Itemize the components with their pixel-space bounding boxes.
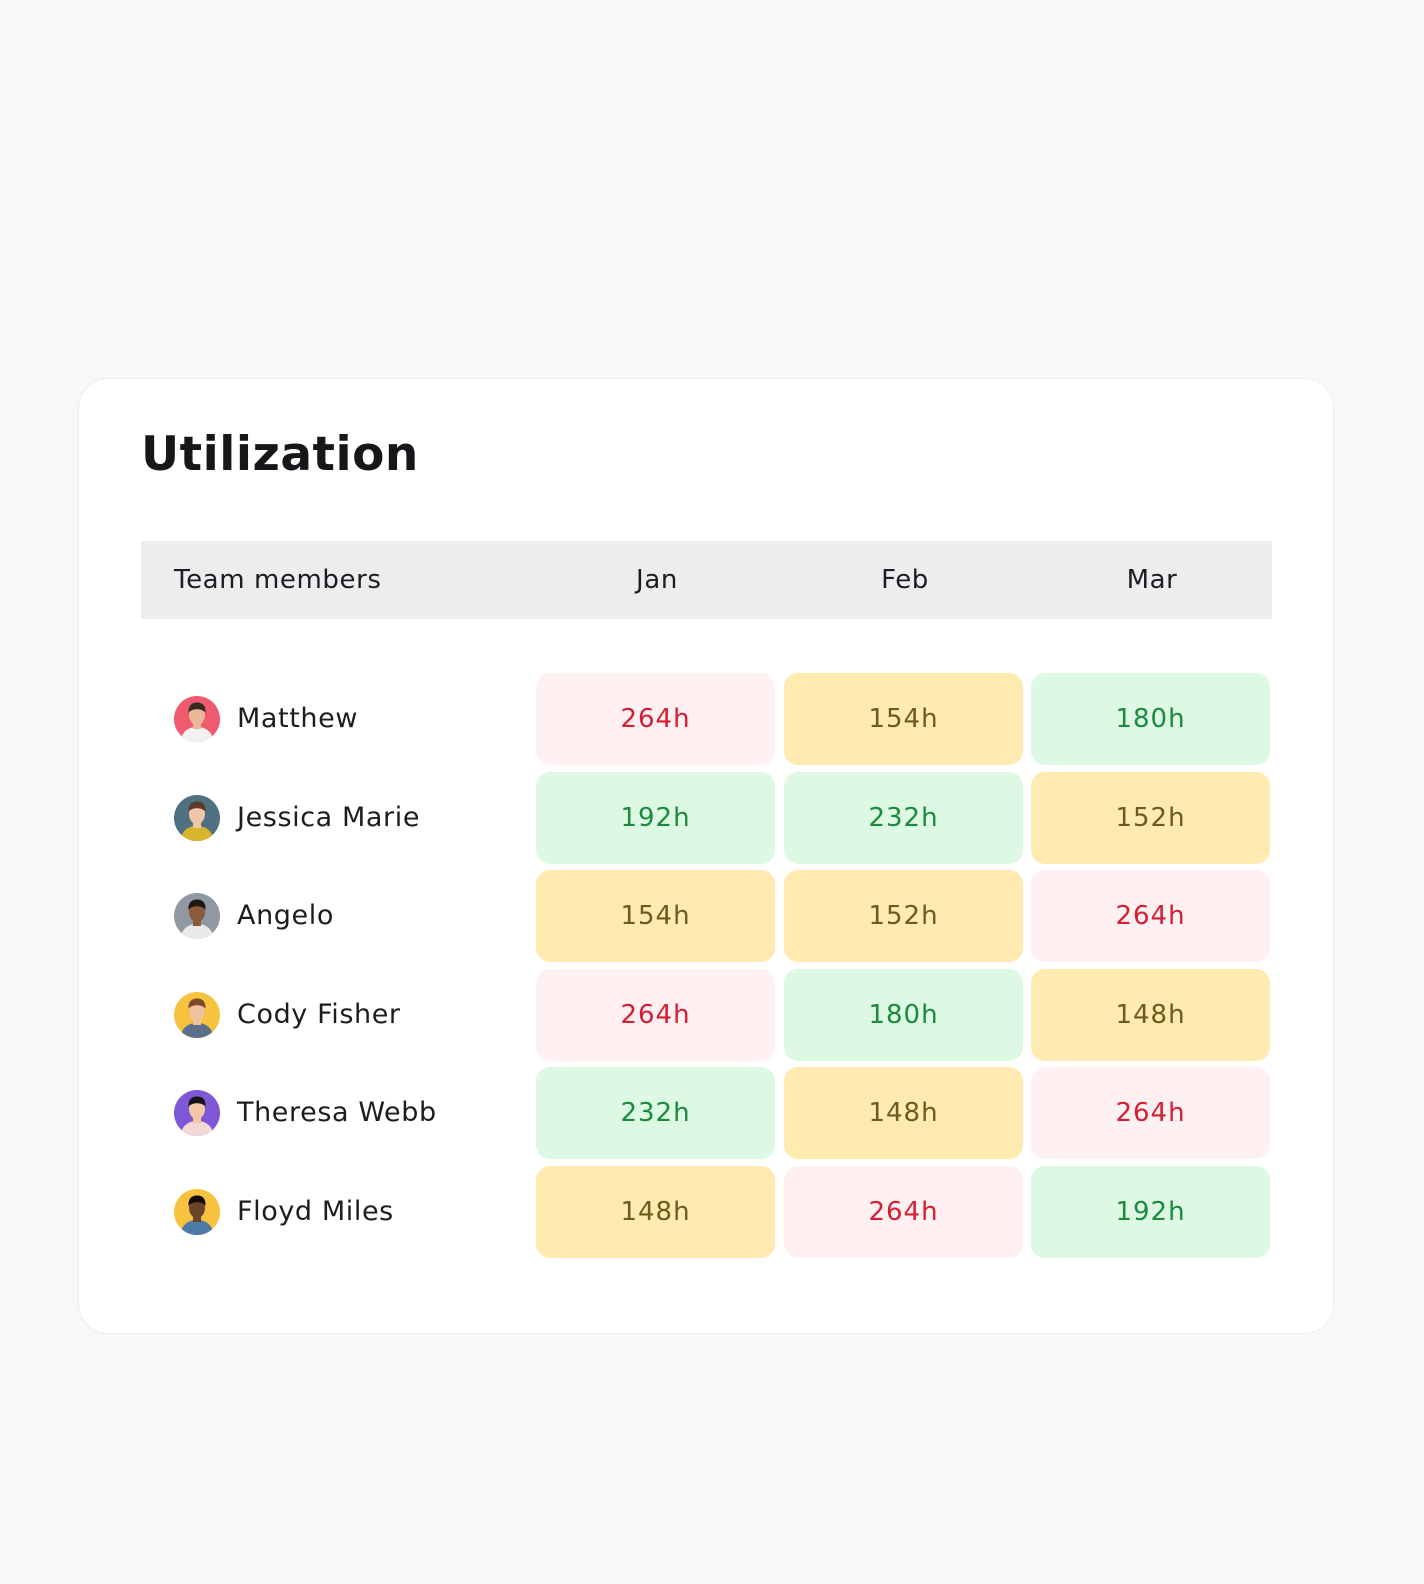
card-title: Utilization (141, 427, 419, 482)
member-name: Matthew (237, 703, 359, 734)
hours-cell-jan[interactable]: 264h (536, 673, 775, 765)
table-row[interactable]: Matthew 264h 154h 180h (79, 673, 1335, 765)
hours-cell-feb[interactable]: 232h (784, 772, 1023, 864)
hours-cell-mar[interactable]: 264h (1031, 870, 1270, 962)
hours-cell-mar[interactable]: 264h (1031, 1067, 1270, 1159)
avatar-jessica (174, 795, 220, 841)
member-name: Theresa Webb (237, 1097, 437, 1128)
column-header-team-members: Team members (174, 565, 382, 595)
hours-cell-jan[interactable]: 232h (536, 1067, 775, 1159)
avatar-theresa (174, 1090, 220, 1136)
column-header-feb: Feb (881, 565, 929, 595)
hours-cell-feb[interactable]: 148h (784, 1067, 1023, 1159)
member-name: Jessica Marie (237, 802, 421, 833)
hours-cell-mar[interactable]: 152h (1031, 772, 1270, 864)
avatar-floyd (174, 1189, 220, 1235)
table-header: Team members Jan Feb Mar (141, 541, 1272, 619)
table-row[interactable]: Cody Fisher 264h 180h 148h (79, 969, 1335, 1061)
hours-cell-feb[interactable]: 180h (784, 969, 1023, 1061)
hours-cell-jan[interactable]: 264h (536, 969, 775, 1061)
hours-cell-feb[interactable]: 152h (784, 870, 1023, 962)
table-row[interactable]: Theresa Webb 232h 148h 264h (79, 1067, 1335, 1159)
hours-cell-mar[interactable]: 148h (1031, 969, 1270, 1061)
member-name: Floyd Miles (237, 1196, 394, 1227)
table-row[interactable]: Floyd Miles 148h 264h 192h (79, 1166, 1335, 1258)
avatar-matthew (174, 696, 220, 742)
avatar-cody (174, 992, 220, 1038)
hours-cell-feb[interactable]: 154h (784, 673, 1023, 765)
hours-cell-jan[interactable]: 148h (536, 1166, 775, 1258)
hours-cell-jan[interactable]: 192h (536, 772, 775, 864)
avatar-angelo (174, 893, 220, 939)
utilization-card: Utilization Team members Jan Feb Mar Mat… (78, 378, 1334, 1334)
table-row[interactable]: Angelo 154h 152h 264h (79, 870, 1335, 962)
hours-cell-jan[interactable]: 154h (536, 870, 775, 962)
column-header-jan: Jan (636, 565, 678, 595)
member-name: Cody Fisher (237, 999, 401, 1030)
table-row[interactable]: Jessica Marie 192h 232h 152h (79, 772, 1335, 864)
column-header-mar: Mar (1126, 565, 1178, 595)
hours-cell-mar[interactable]: 192h (1031, 1166, 1270, 1258)
hours-cell-mar[interactable]: 180h (1031, 673, 1270, 765)
member-name: Angelo (237, 900, 334, 931)
hours-cell-feb[interactable]: 264h (784, 1166, 1023, 1258)
